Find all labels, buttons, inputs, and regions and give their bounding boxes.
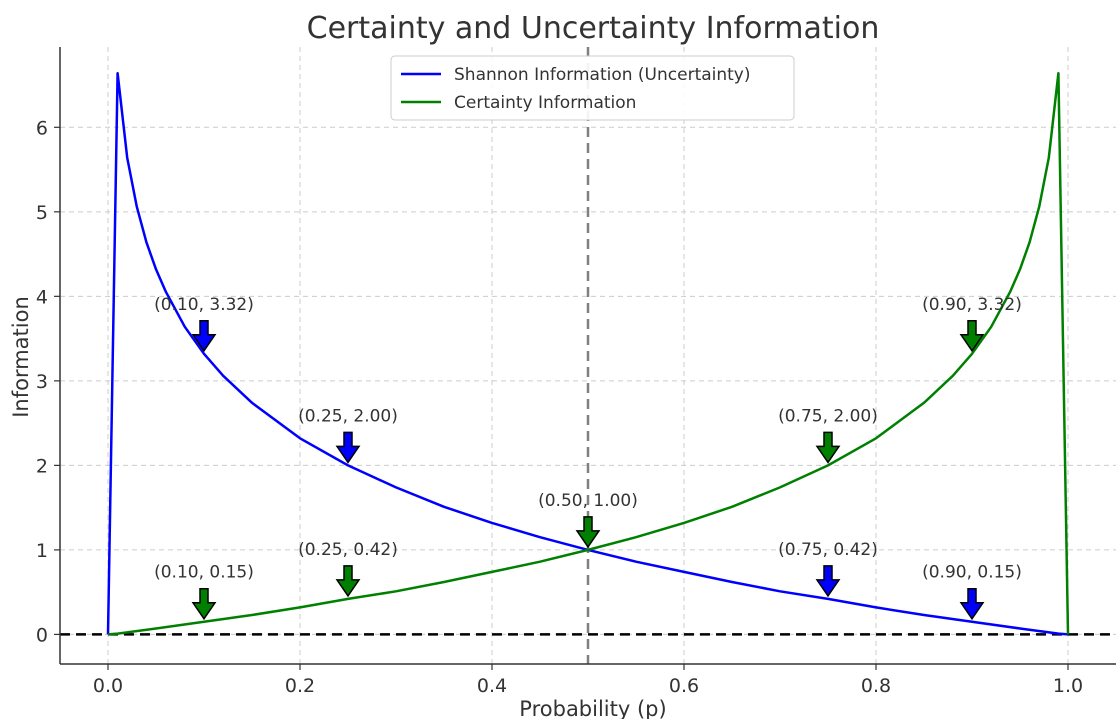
annotation-arrow — [335, 565, 361, 598]
axes — [59, 47, 1116, 665]
x-tick-label: 0.0 — [93, 675, 123, 697]
annotation-label: (0.75, 2.00) — [778, 406, 878, 426]
y-tick-label: 1 — [36, 540, 48, 562]
annotation-label: (0.10, 0.15) — [154, 563, 254, 583]
x-tick-label: 0.6 — [669, 675, 699, 697]
y-tick-label: 3 — [36, 371, 48, 393]
ticks: 0.0 0.2 0.4 0.6 0.8 1.0 0 1 2 3 4 5 6 — [36, 117, 1083, 697]
annotation-label: (0.75, 0.42) — [778, 540, 878, 560]
annotation-arrow — [815, 431, 841, 464]
annotations: (0.10, 3.32) (0.25, 2.00) (0.75, 0.42) (0.9… — [154, 295, 1022, 621]
y-tick-label: 2 — [36, 455, 48, 477]
certainty-information-line — [107, 71, 1070, 636]
annotation-arrow — [959, 587, 985, 621]
annotation-arrow — [335, 431, 361, 464]
series-lines — [106, 71, 1070, 636]
legend-box — [390, 55, 795, 121]
x-tick-label: 1.0 — [1053, 675, 1083, 697]
annotation-arrow — [959, 320, 985, 353]
x-tick-label: 0.2 — [285, 675, 315, 697]
annotation-label: (0.50, 1.00) — [538, 491, 638, 511]
annotation-label: (0.90, 0.15) — [922, 563, 1022, 583]
annotation-label: (0.25, 2.00) — [298, 406, 398, 426]
annotation-arrow — [191, 587, 217, 621]
y-tick-label: 0 — [36, 624, 48, 646]
legend: Shannon Information (Uncertainty) Certai… — [390, 55, 795, 121]
x-tick-label: 0.8 — [861, 675, 891, 697]
annotation-label: (0.10, 3.32) — [154, 295, 254, 315]
x-axis-label: Probability (p) — [519, 697, 666, 719]
annotation-label: (0.25, 0.42) — [298, 540, 398, 560]
y-tick-label: 5 — [36, 202, 48, 224]
reference-lines — [60, 47, 1116, 664]
y-tick-label: 6 — [36, 117, 48, 139]
annotation-arrow — [815, 565, 841, 598]
annotation-arrow — [575, 516, 601, 549]
shannon-information-line — [106, 71, 1069, 636]
y-axis-label: Information — [9, 296, 33, 418]
y-tick-label: 4 — [36, 286, 48, 308]
chart-title: Certainty and Uncertainty Information — [307, 11, 880, 46]
legend-label-certainty: Certainty Information — [454, 93, 636, 113]
x-tick-label: 0.4 — [477, 675, 507, 697]
legend-label-shannon: Shannon Information (Uncertainty) — [454, 65, 751, 85]
annotation-label: (0.90, 3.32) — [922, 295, 1022, 315]
annotation-arrow — [191, 320, 217, 353]
